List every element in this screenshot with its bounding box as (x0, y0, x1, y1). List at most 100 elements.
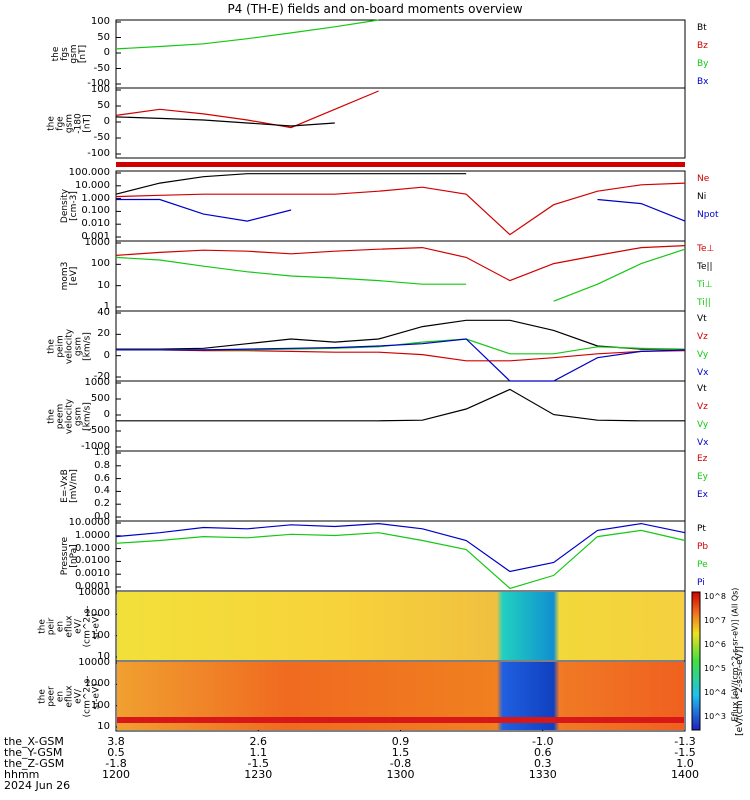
y-tick-label: 0.1000 (75, 542, 110, 554)
y-tick-label: 10.000 (75, 179, 110, 191)
orbit-label-4: 2024 Jun 26 (4, 779, 71, 792)
y-tick-label: 100.000 (68, 167, 110, 178)
legend-pressure-1: Pb (697, 542, 709, 552)
vi-vz-line (116, 349, 686, 362)
colorbar (691, 591, 701, 731)
panel-frame-efield (115, 450, 686, 522)
y-tick-label: -20 (93, 371, 110, 382)
legend-ve-2: Vy (697, 420, 709, 430)
y-tick-label: 10000 (78, 587, 110, 598)
ve-vt-line (116, 388, 685, 422)
y-tick-label: 1.0000 (75, 529, 110, 541)
y-tick-label: 0.4 (94, 485, 110, 497)
orbit-hhmm-value: 1330 (528, 768, 557, 781)
colorbar-tick: 10^5 (704, 664, 726, 673)
orbit-y-value: 0.5 (107, 746, 125, 759)
y-tick-label: 20 (97, 328, 110, 340)
y-axis-label-efield: E=-VxB [mV/m] (60, 469, 79, 503)
electron-low-energy-band (117, 717, 684, 723)
legend-vi-3: Vx (697, 368, 709, 378)
orbit-z-value: 1.0 (676, 757, 694, 770)
y-tick-label: 1.0 (94, 447, 110, 458)
legend-ve-1: Vz (697, 402, 708, 412)
ion-spectrogram (117, 592, 684, 660)
panel-frame-temp (115, 240, 686, 312)
orbit-hhmm-value: 1200 (102, 768, 130, 781)
panel-frame-fgs (115, 19, 686, 89)
y-tick-label: 1000 (84, 377, 110, 388)
panel-frame-density (115, 170, 686, 242)
legend-vi-2: Vy (697, 350, 709, 360)
y-tick-label: 40 (97, 307, 110, 318)
panel-frame-ve (115, 380, 686, 452)
y-axis-label-pressure: Pressure [nPa] (60, 536, 79, 576)
y-tick-label: 100 (90, 699, 110, 711)
y-axis-label-ispec: the peir en eflux eV/(cm^2-s-sr-eV) (37, 605, 102, 647)
y-tick-label: -100 (87, 148, 110, 159)
y-axis-label-espec: the peer en eflux eV/(cm^2-s-sr-eV) (37, 675, 102, 717)
legend-temp-1: Te|| (697, 262, 713, 272)
colorbar-tick: 10^7 (704, 616, 726, 625)
y-tick-label: 1000 (84, 608, 110, 620)
y-axis-label-ve: the peem velocity gsm [km/s] (46, 398, 93, 434)
y-tick-label: 10 (97, 721, 110, 732)
orbit-hhmm-value: 1300 (386, 768, 415, 781)
legend-density-0: Ne (697, 174, 710, 184)
y-tick-label: 0.010 (81, 218, 110, 230)
orbit-z-value: -0.8 (389, 757, 412, 770)
legend-temp-3: Ti|| (697, 298, 711, 308)
y-tick-label: 0.100 (81, 205, 110, 217)
legend-vi-0: Vt (697, 314, 707, 324)
orbit-label-3: hhmm (4, 768, 40, 781)
vi-vy-line (116, 338, 686, 355)
legend-fgs-2: By (697, 59, 709, 69)
y-tick-label: -50 (93, 132, 110, 143)
colorbar-label-alt: Eflux [eV/(cm^2-s-sr-eV)] (All Qs) (730, 587, 740, 722)
y-tick-label: 0 (103, 349, 110, 361)
legend-fgs-1: Bz (697, 41, 708, 51)
orbit-y-value: 1.1 (249, 746, 268, 759)
panel-frame-pressure (115, 520, 686, 592)
y-tick-label: 0.6 (94, 472, 110, 484)
y-tick-label: 0 (103, 116, 110, 127)
orbit-label-0: the_X-GSM (4, 735, 64, 748)
y-tick-label: 1 (103, 301, 110, 312)
y-tick-label: 10000 (78, 657, 110, 668)
orbit-hhmm-value: 1400 (671, 768, 699, 781)
legend-vi-1: Vz (697, 332, 708, 342)
y-tick-label: 100 (90, 16, 110, 27)
y-tick-label: 0.0001 (75, 581, 110, 592)
y-tick-label: 100 (90, 84, 110, 95)
y-tick-label: -50 (93, 62, 110, 74)
y-tick-label: 10 (97, 279, 110, 291)
density-npot-line (116, 198, 686, 222)
orbit-z-value: -1.8 (105, 757, 127, 770)
y-axis-label-density: Density [cm-3] (60, 188, 79, 224)
y-tick-label: 10 (97, 651, 110, 662)
legend-fgs-3: Bx (697, 77, 709, 87)
y-axis-label-fgs: the fgs gsm [nT] (51, 44, 88, 64)
orbit-y-value: -1.5 (674, 746, 696, 759)
colorbar-tick: 10^6 (704, 640, 726, 649)
pressure-pt-line (115, 522, 686, 573)
y-tick-label: 0.8 (94, 459, 110, 471)
orbit-x-value: 3.8 (107, 735, 125, 748)
y-axis-label-vi: the peim velocity gsm [km/s] (46, 328, 93, 364)
y-tick-label: 0.001 (81, 231, 110, 242)
y-tick-label: 0.0100 (75, 555, 110, 567)
y-tick-label: 500 (90, 393, 110, 404)
orbit-z-value: -1.5 (247, 757, 269, 770)
y-tick-label: 0 (103, 409, 110, 420)
legend-temp-0: Te⊥ (697, 244, 715, 254)
y-tick-label: 1.000 (81, 192, 110, 204)
y-tick-label: 100 (90, 629, 110, 641)
panel-frame-fge (115, 87, 686, 159)
y-tick-label: 0.0 (94, 511, 110, 522)
legend-ve-3: Vx (697, 438, 709, 448)
legend-efield-2: Ex (697, 490, 709, 500)
fge-bz-line (115, 90, 379, 129)
y-tick-label: 0.2 (94, 498, 110, 510)
orbit-x-value: 2.6 (249, 735, 268, 748)
